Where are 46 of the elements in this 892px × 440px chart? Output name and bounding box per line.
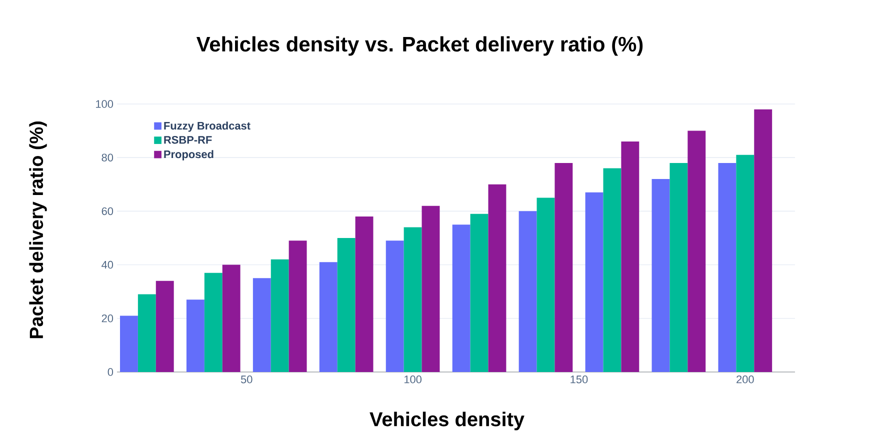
bar <box>688 130 706 372</box>
y-tick-label: 0 <box>108 368 114 376</box>
bar <box>319 262 338 372</box>
y-tick-label: 80 <box>102 154 114 162</box>
bar <box>736 154 754 372</box>
bar <box>156 280 174 372</box>
bar <box>288 240 307 372</box>
bar <box>554 162 573 372</box>
bar <box>652 179 670 372</box>
x-tick-label: 50 <box>240 376 252 384</box>
legend-label: Proposed <box>164 150 214 160</box>
y-axis-title: Packet delivery ratio (%) <box>29 122 47 338</box>
x-tick-label: 100 <box>404 376 422 384</box>
y-tick-label: 40 <box>102 260 114 269</box>
bar <box>621 142 640 372</box>
legend-label: RSBP-RF <box>164 136 212 144</box>
bar <box>603 168 622 372</box>
x-axis-title: Vehicles density <box>370 412 524 430</box>
x-tick-label: 200 <box>736 376 754 384</box>
bar <box>222 264 240 372</box>
y-tick-label: 100 <box>96 100 114 108</box>
bar <box>186 300 204 372</box>
bar <box>670 162 688 372</box>
bar <box>452 224 470 372</box>
x-tick-label: 150 <box>570 376 588 384</box>
bar <box>204 272 222 372</box>
legend-label: Fuzzy Broadcast <box>164 122 250 132</box>
bar <box>754 109 772 372</box>
bar <box>422 206 440 372</box>
y-tick-label: 20 <box>102 314 114 322</box>
bar <box>488 184 506 372</box>
bar <box>718 162 736 372</box>
bar <box>120 316 138 372</box>
bar <box>536 198 555 372</box>
bar <box>386 240 404 372</box>
y-tick-label: 60 <box>102 207 114 216</box>
bar <box>404 227 422 372</box>
bar <box>518 211 537 372</box>
bar <box>138 294 156 372</box>
bar <box>355 216 374 372</box>
bar <box>252 278 271 372</box>
bar <box>270 259 289 372</box>
bar <box>585 192 604 372</box>
bar <box>337 238 356 372</box>
bar <box>470 214 488 372</box>
chart-title: Vehicles density vs. Packet delivery ratio (%) <box>196 36 643 56</box>
